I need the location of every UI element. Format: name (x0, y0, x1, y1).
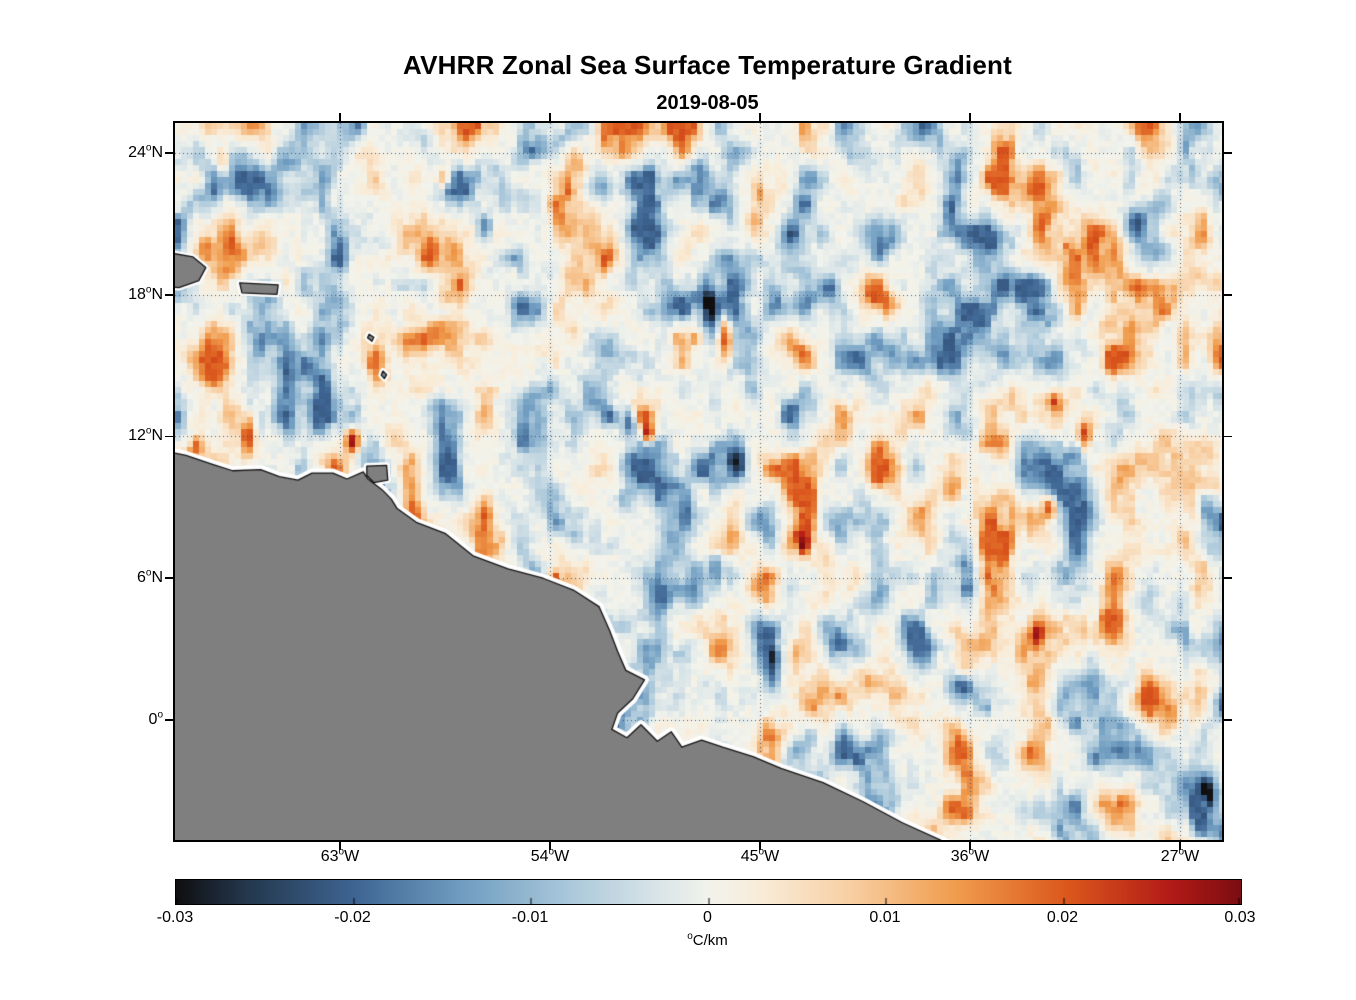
lon-tick-label: 27oW (1160, 846, 1200, 865)
x-axis-tick-top (339, 113, 341, 121)
x-axis-tick (549, 842, 551, 850)
y-axis-tick (165, 577, 173, 580)
lat-tick-label: 18oN (128, 284, 163, 303)
y-axis-tick-right (1224, 435, 1232, 438)
colorbar-tick-label: -0.01 (511, 909, 549, 926)
lon-tick-label: 63oW (320, 846, 360, 865)
lon-tick-label: 45oW (740, 846, 780, 865)
lon-tick-label: 36oW (950, 846, 990, 865)
heatmap-canvas (175, 123, 1222, 840)
lat-tick-label: 12oN (128, 426, 163, 445)
colorbar-tick-label: 0.02 (1046, 909, 1079, 926)
y-axis-tick-right (1224, 152, 1232, 154)
y-axis-tick (165, 152, 173, 154)
colorbar-tick-label: -0.02 (334, 909, 371, 926)
x-axis-tick-top (549, 113, 551, 121)
map-plot (175, 123, 1222, 840)
x-axis-tick (339, 842, 341, 850)
lat-tick-label: 6oN (136, 567, 163, 587)
colorbar-tick-label: 0.01 (869, 909, 901, 926)
y-axis-tick (165, 293, 173, 296)
colorbar-tick-label: 0.03 (1224, 909, 1256, 926)
chart-subtitle: 2019-08-05 (656, 92, 759, 114)
chart-title: AVHRR Zonal Sea Surface Temperature Grad… (403, 50, 1012, 80)
lat-tick-label: 24oN (128, 142, 163, 161)
x-axis-tick-top (1179, 113, 1181, 121)
lon-tick-label: 54oW (530, 846, 570, 865)
lat-tick-label: 0o (148, 709, 163, 728)
x-axis-tick (759, 842, 761, 850)
y-axis-tick-right (1224, 577, 1232, 580)
colorbar-unit-label: oC/km (687, 931, 728, 950)
colorbar-tick-label: -0.03 (156, 909, 194, 926)
y-axis-tick (165, 719, 173, 721)
colorbar (175, 879, 1242, 905)
x-axis-tick-top (759, 113, 761, 121)
y-axis-tick (165, 435, 173, 438)
y-axis-tick-right (1224, 719, 1232, 721)
x-axis-tick (1179, 842, 1181, 850)
colorbar-tick-label: 0 (703, 909, 712, 926)
y-axis-tick-right (1224, 293, 1232, 296)
x-axis-tick (969, 842, 971, 850)
x-axis-tick-top (969, 113, 971, 121)
